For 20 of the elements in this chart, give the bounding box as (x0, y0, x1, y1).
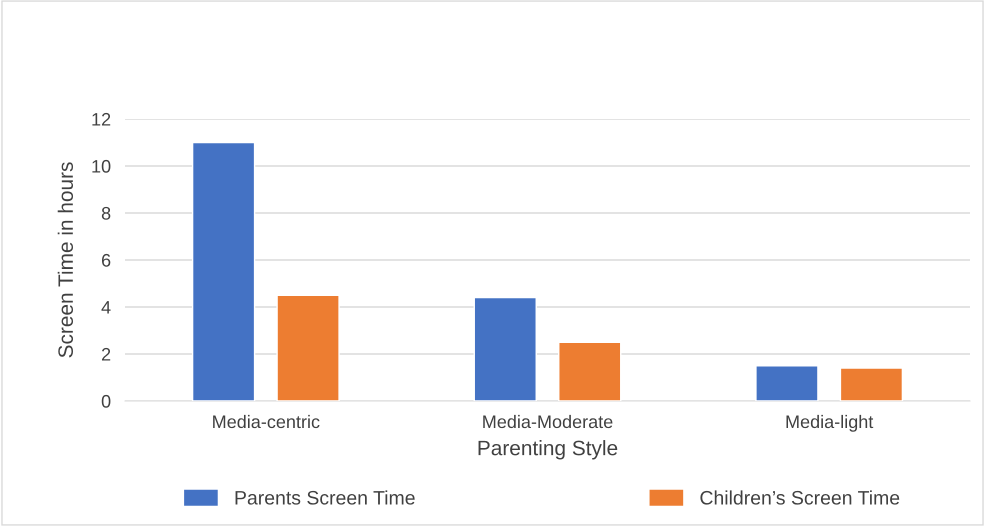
x-tick-label: Media-light (786, 414, 874, 432)
x-tick-label: Media-Moderate (483, 414, 612, 428)
y-tick-label: 6 (102, 254, 110, 267)
bar (474, 296, 537, 401)
y-tick-label: 10 (92, 160, 110, 173)
y-tick-label: 4 (101, 301, 111, 314)
bar (192, 142, 256, 401)
y-tick-label: 12 (92, 112, 110, 126)
bar (558, 342, 622, 401)
bar (755, 365, 819, 401)
y-tick-label: 0 (102, 394, 110, 408)
bar (276, 294, 340, 401)
legend-label: Children’s Screen Time (700, 490, 900, 505)
bar (840, 367, 904, 401)
x-tick-label: Media-centric (213, 414, 320, 428)
y-axis-title: Screen Time in hours (58, 162, 74, 358)
legend-label: Parents Screen Time (236, 490, 415, 505)
y-tick-label: 8 (102, 206, 110, 220)
y-tick-label: 2 (102, 348, 110, 361)
x-axis-title: Parenting Style (478, 440, 618, 460)
